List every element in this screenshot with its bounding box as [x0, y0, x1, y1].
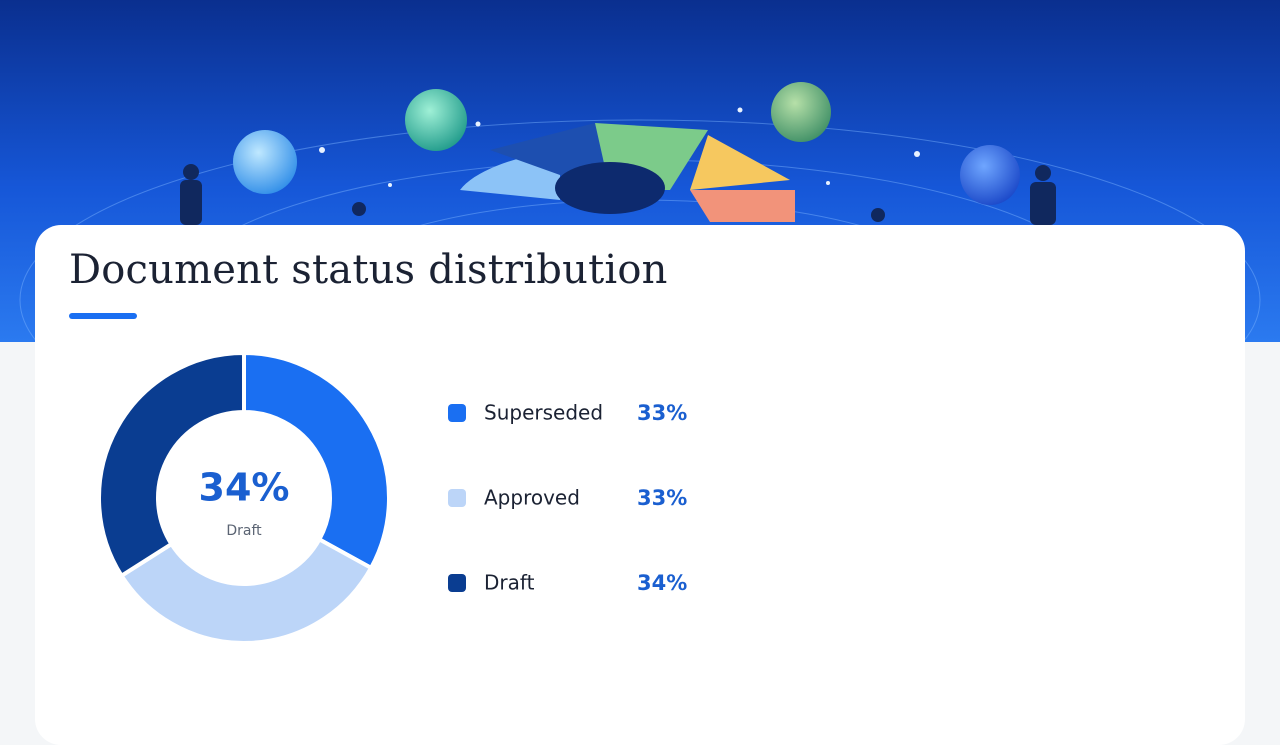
center-value: 34% — [199, 466, 290, 510]
legend-value: 33% — [637, 486, 687, 510]
legend-swatch — [448, 489, 466, 507]
chart: 34% Draft Superseded 33% Approved 33% Draft 34% — [97, 350, 688, 645]
legend-value: 33% — [637, 401, 687, 425]
donut-segment — [118, 536, 374, 645]
legend-swatch — [448, 574, 466, 592]
legend-label: Draft — [484, 571, 535, 595]
donut-segment — [97, 350, 246, 579]
legend-label: Superseded — [484, 401, 603, 425]
legend-label: Approved — [484, 486, 580, 510]
title-underline — [69, 313, 137, 319]
legend-swatch — [448, 404, 466, 422]
card: Document status distribution — [35, 225, 1245, 745]
legend-value: 34% — [637, 571, 687, 595]
chart-title: Document status distribution — [69, 247, 668, 293]
center-category: Draft — [226, 523, 262, 539]
donut-segment — [242, 350, 391, 571]
